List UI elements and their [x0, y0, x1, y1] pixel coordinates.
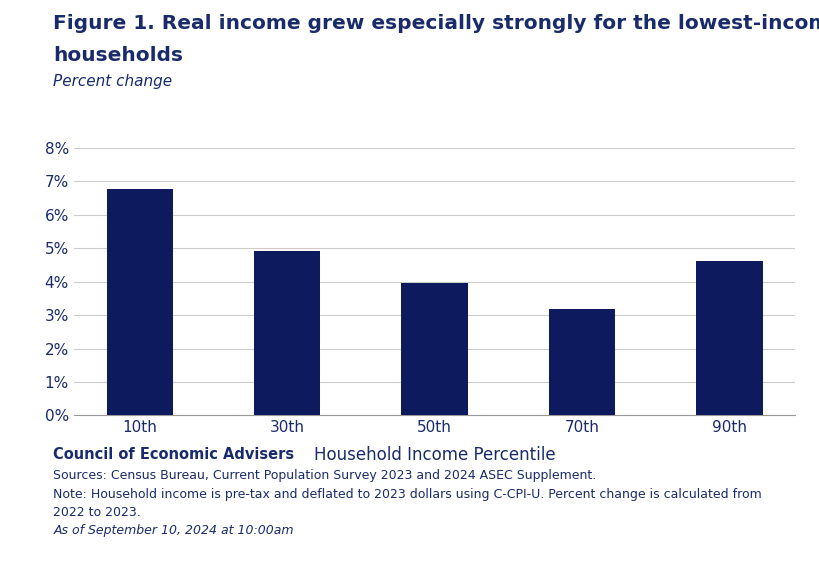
Text: 2022 to 2023.: 2022 to 2023.: [53, 506, 141, 519]
Text: Sources: Census Bureau, Current Population Survey 2023 and 2024 ASEC Supplement.: Sources: Census Bureau, Current Populati…: [53, 469, 596, 483]
Text: households: households: [53, 46, 183, 64]
Bar: [548, 309, 614, 415]
Bar: [106, 189, 173, 415]
Text: As of September 10, 2024 at 10:00am: As of September 10, 2024 at 10:00am: [53, 524, 293, 537]
Bar: [695, 261, 762, 415]
Text: Percent change: Percent change: [53, 74, 172, 89]
Text: Note: Household income is pre-tax and deflated to 2023 dollars using C-CPI-U. Pe: Note: Household income is pre-tax and de…: [53, 488, 761, 501]
Text: Figure 1. Real income grew especially strongly for the lowest-income: Figure 1. Real income grew especially st…: [53, 14, 819, 33]
X-axis label: Household Income Percentile: Household Income Percentile: [314, 446, 554, 464]
Text: Council of Economic Advisers: Council of Economic Advisers: [53, 447, 294, 461]
Bar: [254, 250, 320, 415]
Bar: [401, 283, 467, 415]
